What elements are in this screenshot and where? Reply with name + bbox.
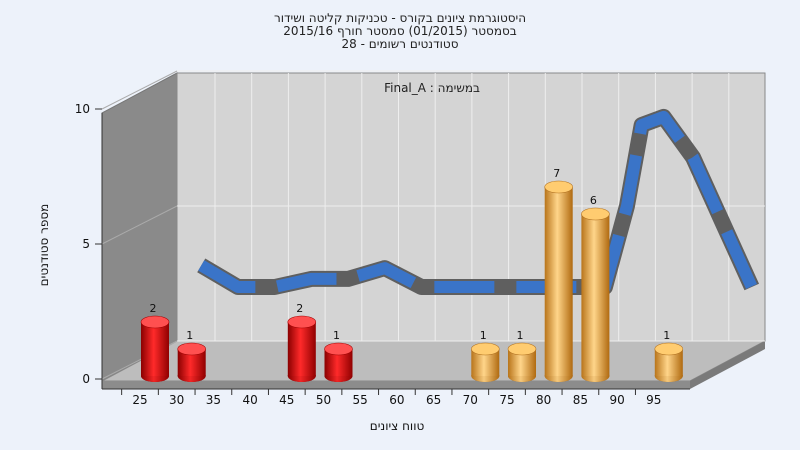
bar-bottom bbox=[508, 370, 536, 382]
bar: 1 bbox=[177, 329, 206, 382]
bar-top bbox=[470, 342, 500, 356]
gridlines bbox=[101, 70, 765, 380]
x-tick-label: 70 bbox=[463, 393, 478, 407]
x-tick-label: 30 bbox=[169, 393, 184, 407]
x-tick-label: 65 bbox=[426, 393, 441, 407]
bar-bottom bbox=[324, 370, 353, 382]
y-tick-label: 0 bbox=[82, 372, 90, 386]
chart-floor-edge bbox=[102, 381, 690, 389]
distribution-curve bbox=[197, 108, 760, 295]
bar: 1 bbox=[470, 329, 500, 382]
bar-top bbox=[140, 315, 170, 329]
y-axis-title: מספר סטודנטים bbox=[37, 204, 51, 287]
bar-bottom bbox=[287, 370, 316, 382]
bar: 2 bbox=[140, 302, 170, 382]
chart-title-line-2: בסמסטר (01/2015) סמסטר חורף 2015/16 bbox=[283, 24, 516, 38]
x-tick-label: 60 bbox=[389, 393, 404, 407]
x-tick-label: 25 bbox=[132, 393, 147, 407]
y-tick-label: 5 bbox=[82, 237, 90, 251]
x-tick-label: 55 bbox=[353, 393, 368, 407]
bar-top bbox=[581, 207, 610, 221]
bar-value-label: 1 bbox=[517, 329, 524, 342]
bar-value-label: 1 bbox=[480, 329, 487, 342]
gridline-side bbox=[101, 205, 178, 245]
bar-bottom bbox=[654, 370, 683, 382]
bar-value-label: 1 bbox=[333, 329, 340, 342]
x-tick-label: 95 bbox=[646, 393, 661, 407]
bar: 7 bbox=[544, 167, 574, 382]
bar-bottom bbox=[581, 370, 610, 382]
bar-value-label: 6 bbox=[590, 194, 597, 207]
bar-body bbox=[544, 187, 573, 376]
x-axis-title: טווח ציונים bbox=[370, 419, 425, 433]
chart-title-line-3: סטודנטים רשומים - 28 bbox=[341, 37, 458, 51]
bar-value-label: 1 bbox=[663, 329, 670, 342]
x-tick-label: 90 bbox=[609, 393, 624, 407]
bar-bottom bbox=[544, 370, 573, 382]
axis-ticks: 0 5 10 25 30 35 40 45 50 55 60 65 70 75 80 85 90 95 bbox=[75, 102, 690, 407]
bar-bottom bbox=[141, 370, 169, 382]
bar-body bbox=[287, 322, 316, 376]
chart-back-wall bbox=[176, 72, 766, 342]
curve-line bbox=[198, 110, 758, 293]
y-tick-label: 10 bbox=[75, 102, 90, 116]
bar: 1 bbox=[324, 329, 353, 382]
bar-value-label: 1 bbox=[186, 329, 193, 342]
bar: 2 bbox=[287, 302, 317, 382]
x-tick-label: 85 bbox=[573, 393, 588, 407]
chart-floor-side bbox=[690, 341, 765, 389]
bar-top bbox=[177, 342, 206, 356]
bar-value-label: 7 bbox=[553, 167, 560, 180]
chart-title-line-1: היסטוגרמת ציונים בקורס - טכניקות קליטה ו… bbox=[274, 11, 526, 25]
bar-top bbox=[287, 315, 317, 329]
bar-top bbox=[324, 342, 353, 356]
x-tick-label: 75 bbox=[499, 393, 514, 407]
x-tick-label: 50 bbox=[316, 393, 331, 407]
bar: 1 bbox=[507, 329, 537, 382]
x-tick-label: 35 bbox=[206, 393, 221, 407]
chart-subtitle: במשימה : Final_A bbox=[384, 81, 480, 95]
x-tick-label: 80 bbox=[536, 393, 551, 407]
gridline-side bbox=[101, 70, 178, 110]
bar-top bbox=[507, 342, 537, 356]
x-tick-label: 40 bbox=[242, 393, 257, 407]
x-tick-label: 45 bbox=[279, 393, 294, 407]
bar-body bbox=[141, 322, 169, 376]
bar-top bbox=[544, 180, 574, 194]
bar-value-label: 2 bbox=[150, 302, 157, 315]
bar: 1 bbox=[654, 329, 684, 382]
bar-body bbox=[581, 214, 610, 376]
bar-value-label: 2 bbox=[296, 302, 303, 315]
bar-bottom bbox=[177, 370, 206, 382]
bar-bottom bbox=[471, 370, 500, 382]
bar: 6 bbox=[581, 194, 610, 382]
bars: 2 1 2 1 1 1 7 6 1 bbox=[140, 167, 684, 382]
bar-top bbox=[654, 342, 684, 356]
